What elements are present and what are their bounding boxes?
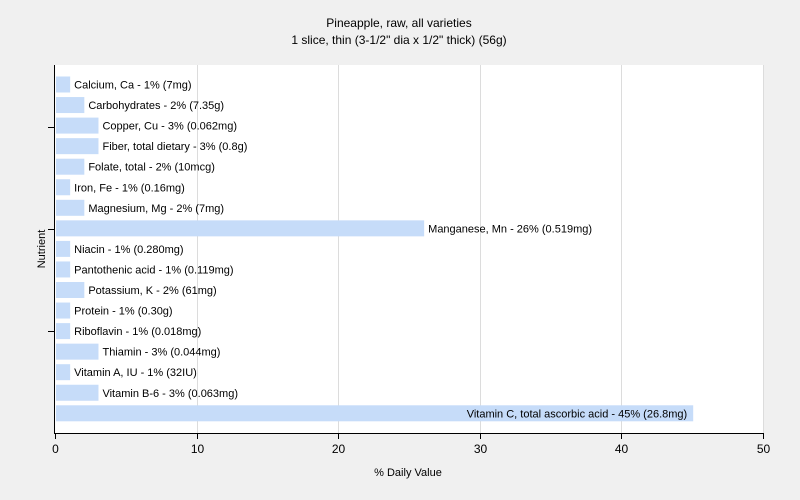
bar xyxy=(56,199,85,216)
bar-label: Manganese, Mn - 26% (0.519mg) xyxy=(428,223,592,235)
x-tick-label: 20 xyxy=(332,442,346,456)
x-tick-label: 10 xyxy=(191,442,205,456)
bar-label: Thiamin - 3% (0.044mg) xyxy=(102,347,220,359)
bar-label: Folate, total - 2% (10mcg) xyxy=(88,162,215,174)
bar-label: Vitamin B-6 - 3% (0.063mg) xyxy=(102,388,238,400)
chart-subtitle: 1 slice, thin (3-1/2" dia x 1/2" thick) … xyxy=(291,33,506,47)
bar-label: Fiber, total dietary - 3% (0.8g) xyxy=(102,141,247,153)
x-tick-label: 50 xyxy=(757,442,771,456)
bar-label: Carbohydrates - 2% (7.35g) xyxy=(88,100,224,112)
plot-background xyxy=(55,65,763,433)
bar xyxy=(56,220,425,237)
bar xyxy=(56,343,99,360)
x-tick-label: 40 xyxy=(615,442,629,456)
bar-label: Magnesium, Mg - 2% (7mg) xyxy=(88,203,224,215)
axes xyxy=(48,65,763,434)
bar xyxy=(56,179,71,196)
bars xyxy=(56,76,694,422)
bar xyxy=(56,261,71,278)
bar-label: Protein - 1% (0.30g) xyxy=(74,306,172,318)
bar-label: Niacin - 1% (0.280mg) xyxy=(74,244,183,256)
bar xyxy=(56,323,71,340)
bar-label: Copper, Cu - 3% (0.062mg) xyxy=(102,121,237,133)
bar-label: Pantothenic acid - 1% (0.119mg) xyxy=(74,264,233,276)
bar xyxy=(56,384,99,401)
bar-label: Iron, Fe - 1% (0.16mg) xyxy=(74,182,185,194)
x-tick-label: 0 xyxy=(52,442,59,456)
bar-labels: Calcium, Ca - 1% (7mg) Carbohydrates - 2%… xyxy=(74,80,687,421)
x-ticks: 0 10 20 30 40 50 xyxy=(52,433,770,456)
bar xyxy=(56,282,85,298)
bar xyxy=(56,76,71,93)
bar xyxy=(56,117,99,134)
bar xyxy=(56,97,85,114)
x-axis-title: % Daily Value xyxy=(374,467,442,479)
bar xyxy=(56,138,99,155)
bar-label: Vitamin C, total ascorbic acid - 45% (26… xyxy=(467,408,688,420)
bar xyxy=(56,240,71,257)
bar xyxy=(56,405,694,422)
x-tick-label: 30 xyxy=(474,442,488,456)
bar xyxy=(56,158,85,175)
bar-label: Vitamin A, IU - 1% (32IU) xyxy=(74,367,197,379)
gridlines xyxy=(197,65,764,433)
bar-label: Potassium, K - 2% (61mg) xyxy=(88,285,216,297)
y-axis-title: Nutrient xyxy=(36,230,48,269)
chart-title: Pineapple, raw, all varieties xyxy=(326,16,471,30)
bar xyxy=(56,302,71,319)
bar-label: Riboflavin - 1% (0.018mg) xyxy=(74,326,201,338)
bar xyxy=(56,364,71,381)
bar-label: Calcium, Ca - 1% (7mg) xyxy=(74,80,191,92)
